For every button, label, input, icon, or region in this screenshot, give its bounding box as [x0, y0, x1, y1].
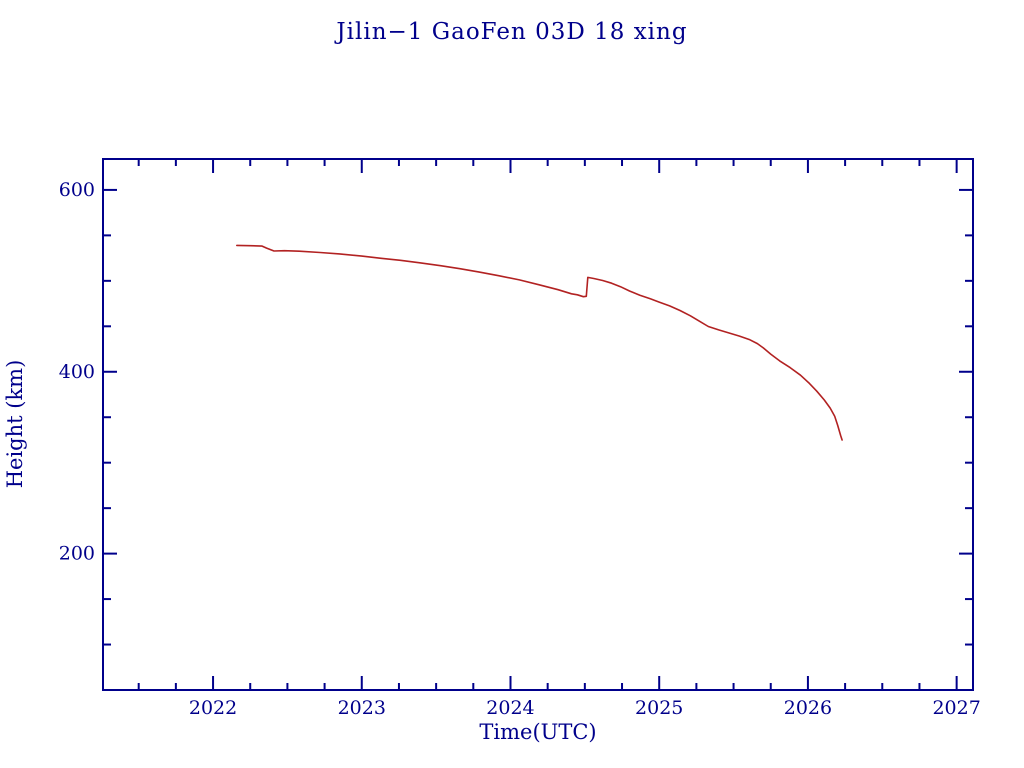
chart-title: Jilin−1 GaoFen 03D 18 xing [334, 19, 687, 45]
x-tick-label: 2023 [338, 697, 386, 719]
x-tick-label: 2027 [932, 697, 980, 719]
y-axis-title: Height (km) [3, 360, 27, 489]
x-tick-label: 2025 [635, 697, 683, 719]
height-decay-line [236, 244, 843, 441]
plot-area: 2022 2023 2024 2025 2026 2027 200 400 600 [59, 158, 981, 719]
y-tick-label: 400 [59, 361, 95, 383]
x-tick-label: 2022 [189, 697, 237, 719]
x-tick-label: 2024 [486, 697, 534, 719]
x-tick-label: 2026 [784, 697, 832, 719]
y-tick-label: 600 [59, 179, 95, 201]
x-axis-title: Time(UTC) [479, 720, 596, 744]
plot-frame [102, 158, 974, 691]
y-tick-label: 200 [59, 543, 95, 565]
